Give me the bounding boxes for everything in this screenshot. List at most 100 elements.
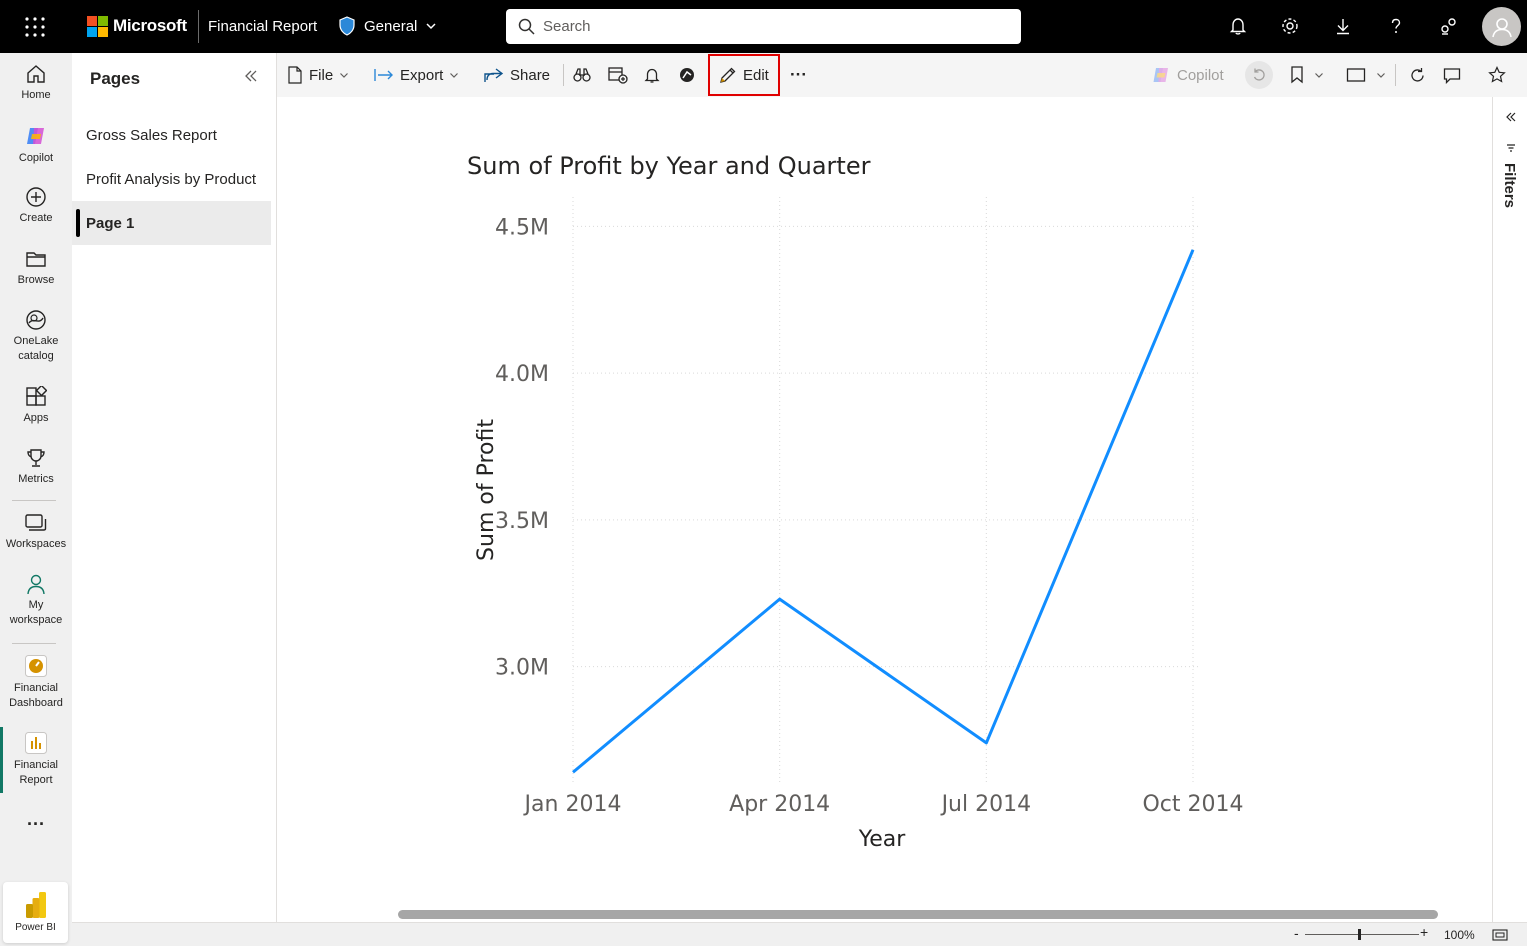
x-tick-label: Jan 2014 bbox=[523, 792, 622, 817]
line-chart[interactable]: Sum of Profit by Year and Quarter Sum of… bbox=[277, 97, 1492, 922]
more-options-button[interactable]: ··· bbox=[790, 65, 807, 84]
search-box[interactable] bbox=[506, 9, 1021, 44]
bookmarks-menu-button[interactable] bbox=[1290, 61, 1324, 89]
fit-to-page-icon[interactable] bbox=[1492, 929, 1508, 941]
nav-item-workspaces[interactable]: Workspaces bbox=[0, 512, 72, 552]
brand-name[interactable]: Microsoft bbox=[113, 16, 187, 35]
report-canvas: Sum of Profit by Year and Quarter Sum of… bbox=[277, 97, 1492, 922]
nav-item-browse[interactable]: Browse bbox=[0, 248, 72, 288]
zoom-out-button[interactable]: - bbox=[1294, 925, 1299, 941]
nav-label: OneLake bbox=[13, 335, 59, 347]
power-bi-logo-icon bbox=[25, 892, 46, 918]
nav-label: Workspaces bbox=[5, 538, 67, 550]
edit-label: Edit bbox=[743, 66, 769, 84]
page-tab-page-1[interactable]: Page 1 bbox=[72, 201, 271, 245]
chevron-down-icon bbox=[1315, 73, 1323, 78]
zoom-in-button[interactable]: + bbox=[1420, 924, 1429, 940]
data-point[interactable] bbox=[567, 766, 579, 778]
workspaces-icon bbox=[25, 514, 47, 531]
y-tick-label: 4.0M bbox=[495, 362, 549, 387]
page-tab-profit-analysis[interactable]: Profit Analysis by Product bbox=[86, 170, 257, 188]
sensitivity-label-button[interactable]: General bbox=[338, 14, 437, 38]
nav-item-apps[interactable]: Apps bbox=[0, 386, 72, 426]
expand-filters-icon[interactable] bbox=[1504, 110, 1518, 124]
nav-label: Report bbox=[19, 774, 53, 786]
star-icon bbox=[1488, 66, 1506, 83]
export-label: Export bbox=[400, 66, 444, 84]
nav-item-home[interactable]: Home bbox=[0, 63, 72, 103]
view-icon bbox=[1346, 68, 1366, 82]
pages-title: Pages bbox=[90, 69, 141, 88]
data-point[interactable] bbox=[980, 737, 992, 749]
copilot-icon bbox=[1153, 68, 1168, 82]
y-tick-label: 4.5M bbox=[495, 215, 549, 240]
nav-item-metrics[interactable]: Metrics bbox=[0, 447, 72, 487]
download-icon[interactable] bbox=[1330, 13, 1356, 39]
horizontal-scrollbar[interactable] bbox=[398, 910, 1438, 919]
nav-item-copilot[interactable]: Copilot bbox=[0, 124, 72, 166]
export-icon bbox=[374, 69, 393, 81]
gear-icon[interactable] bbox=[1277, 13, 1303, 39]
edit-button[interactable]: Edit bbox=[708, 54, 780, 96]
refresh-button[interactable] bbox=[1409, 61, 1426, 89]
data-point[interactable] bbox=[1187, 244, 1199, 256]
pencil-icon bbox=[720, 67, 736, 83]
trophy-icon bbox=[27, 449, 45, 467]
favorite-button[interactable] bbox=[1488, 61, 1506, 89]
file-menu-button[interactable]: File bbox=[287, 61, 349, 89]
nav-item-onelake-catalog[interactable]: OneLake catalog bbox=[0, 309, 72, 364]
shield-icon bbox=[339, 16, 355, 36]
view-menu-button[interactable] bbox=[1346, 61, 1386, 89]
status-bar: - + 100% bbox=[72, 922, 1527, 946]
reset-button[interactable] bbox=[1245, 61, 1273, 89]
alert-button[interactable] bbox=[644, 61, 660, 89]
nav-item-my-workspace[interactable]: My workspace bbox=[0, 573, 72, 628]
nav-item-financial-dashboard[interactable]: Financial Dashboard bbox=[0, 654, 72, 711]
copilot-button[interactable]: Copilot bbox=[1151, 61, 1224, 89]
app-launcher-icon[interactable] bbox=[22, 14, 48, 40]
series-line[interactable] bbox=[572, 249, 1195, 774]
refresh-icon bbox=[1411, 67, 1424, 82]
filters-label[interactable]: Filters bbox=[1501, 163, 1518, 209]
nav-label: Browse bbox=[17, 274, 55, 286]
top-bar: Microsoft Financial Report General bbox=[0, 0, 1527, 53]
search-icon bbox=[518, 18, 535, 35]
page-tab-gross-sales-report[interactable]: Gross Sales Report bbox=[86, 126, 217, 144]
collapse-pages-icon[interactable] bbox=[242, 67, 260, 85]
home-icon bbox=[27, 65, 45, 83]
sensitivity-label: General bbox=[364, 17, 418, 35]
zoom-slider-thumb[interactable] bbox=[1358, 929, 1361, 940]
nav-label: Metrics bbox=[18, 473, 54, 485]
bookmark-icon bbox=[1291, 66, 1303, 84]
data-point[interactable] bbox=[774, 593, 786, 605]
comments-button[interactable] bbox=[1443, 61, 1461, 89]
report-name[interactable]: Financial Report bbox=[208, 18, 318, 35]
power-bi-app-tile[interactable]: Power BI bbox=[3, 882, 68, 943]
chart-grid bbox=[572, 197, 1201, 784]
nav-item-create[interactable]: Create bbox=[0, 186, 72, 226]
view-related-button[interactable] bbox=[573, 61, 591, 89]
avatar-icon[interactable] bbox=[1482, 7, 1521, 46]
y-axis-title: Sum of Profit bbox=[474, 419, 499, 561]
active-indicator bbox=[0, 727, 3, 793]
apps-icon bbox=[26, 386, 47, 406]
help-icon[interactable] bbox=[1383, 13, 1409, 39]
divider bbox=[1395, 64, 1396, 86]
left-navigation: Home Copilot Create Browse OneLake catal… bbox=[0, 53, 72, 946]
calendar-add-icon bbox=[608, 67, 628, 84]
nav-label: Financial bbox=[13, 759, 59, 771]
more-options-button[interactable]: ··· bbox=[27, 814, 45, 834]
nav-label: Create bbox=[19, 212, 53, 224]
nav-item-financial-report[interactable]: Financial Report bbox=[0, 731, 72, 788]
nav-label: Financial bbox=[13, 682, 59, 694]
bell-icon[interactable] bbox=[1225, 13, 1251, 39]
nav-label: Apps bbox=[23, 412, 49, 424]
share-feedback-icon[interactable] bbox=[1436, 13, 1462, 39]
insights-button[interactable] bbox=[678, 61, 696, 89]
subscribe-button[interactable] bbox=[608, 61, 628, 89]
divider bbox=[563, 64, 564, 86]
zoom-slider[interactable] bbox=[1305, 929, 1419, 940]
export-menu-button[interactable]: Export bbox=[374, 61, 459, 89]
share-button[interactable]: Share bbox=[484, 61, 550, 89]
search-input[interactable] bbox=[543, 18, 1003, 35]
